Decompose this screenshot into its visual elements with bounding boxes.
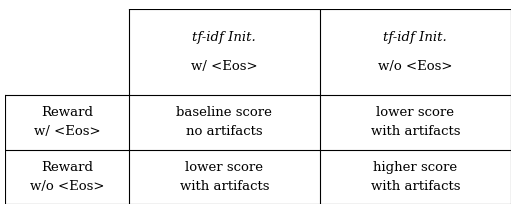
Text: Reward: Reward — [41, 106, 93, 119]
Text: baseline score: baseline score — [176, 106, 272, 119]
Text: w/o <Eos>: w/o <Eos> — [378, 60, 453, 73]
Text: Reward: Reward — [41, 161, 93, 174]
Text: tf-idf Init.: tf-idf Init. — [383, 31, 447, 44]
Text: w/o <Eos>: w/o <Eos> — [30, 180, 104, 193]
Text: with artifacts: with artifacts — [180, 180, 269, 193]
Text: with artifacts: with artifacts — [370, 180, 460, 193]
Text: with artifacts: with artifacts — [370, 125, 460, 138]
Text: w/ <Eos>: w/ <Eos> — [34, 125, 101, 138]
Text: lower score: lower score — [376, 106, 454, 119]
Text: tf-idf Init.: tf-idf Init. — [192, 31, 256, 44]
Text: higher score: higher score — [373, 161, 457, 174]
Text: w/ <Eos>: w/ <Eos> — [191, 60, 257, 73]
Text: no artifacts: no artifacts — [186, 125, 263, 138]
Text: lower score: lower score — [185, 161, 263, 174]
